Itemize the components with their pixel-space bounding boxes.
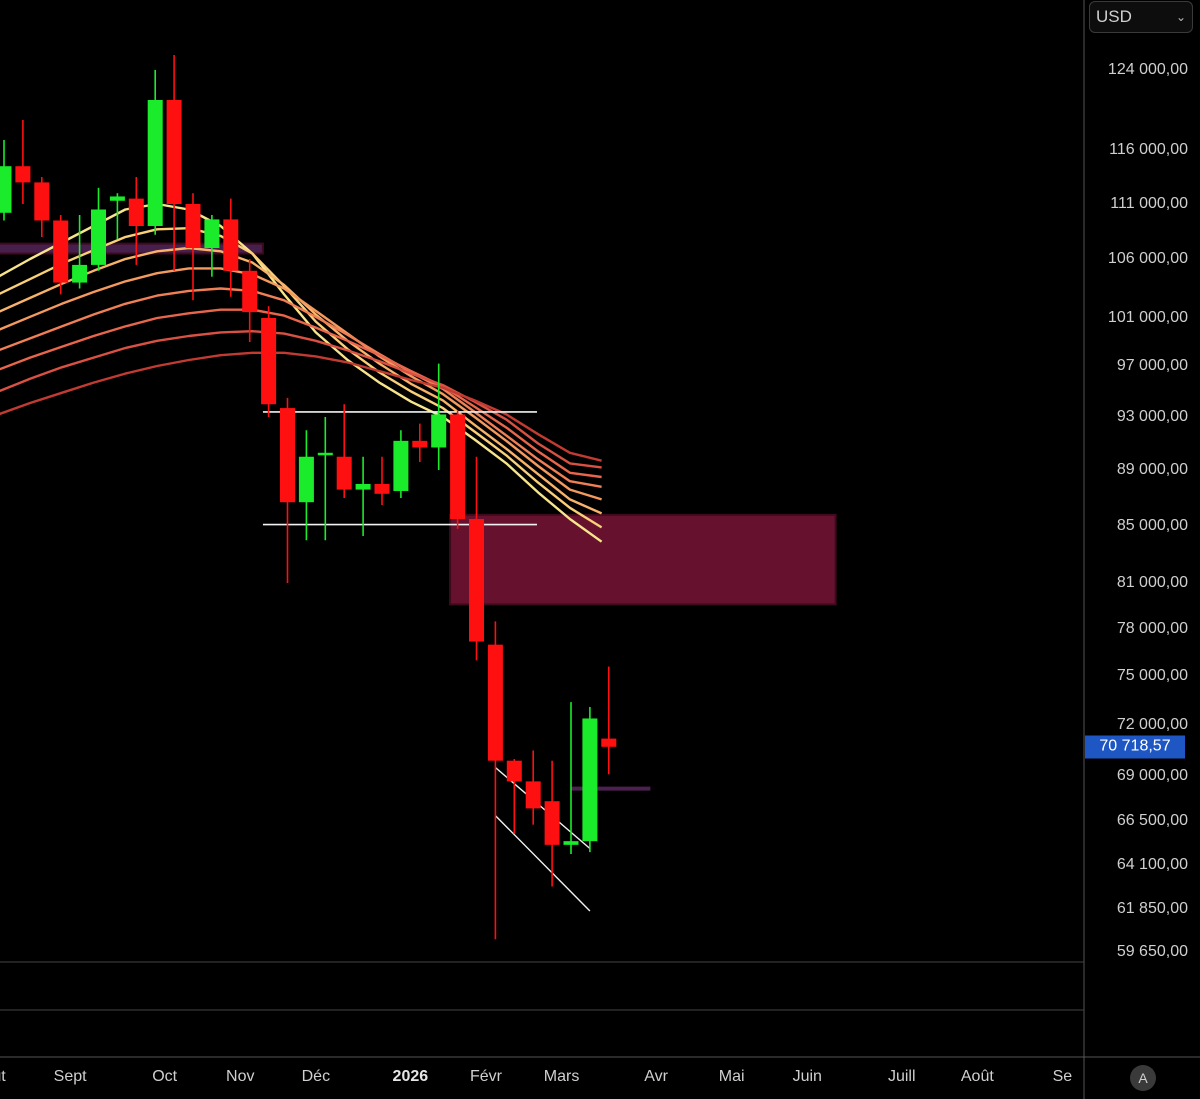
ribbon-line <box>0 267 602 501</box>
currency-value: USD <box>1096 7 1132 26</box>
time-tick-label: Sept <box>53 1068 87 1085</box>
candle-body <box>374 484 390 494</box>
price-tick-label: 64 100,00 <box>1116 856 1188 873</box>
zones-layer <box>0 242 837 606</box>
candle-body <box>393 440 409 491</box>
candle-body <box>412 440 428 448</box>
candle-body <box>317 452 333 456</box>
candle-body <box>298 456 314 503</box>
price-tick-label: 81 000,00 <box>1116 574 1188 591</box>
price-tick-label: 75 000,00 <box>1116 667 1188 684</box>
candle-body <box>166 100 182 204</box>
last-price-badge: 70 718,57 <box>1085 735 1185 759</box>
candle-body <box>204 219 220 248</box>
auto-scale-button[interactable]: A <box>1130 1065 1156 1091</box>
candle-body <box>450 414 466 519</box>
price-tick-label: 106 000,00 <box>1107 250 1188 267</box>
candle-body <box>34 182 50 221</box>
candle-body <box>469 519 484 642</box>
candle-body <box>355 484 371 490</box>
candle-body <box>15 166 31 183</box>
price-tick-label: 93 000,00 <box>1116 408 1188 425</box>
ribbon-line <box>0 308 602 479</box>
candle-body <box>147 100 163 226</box>
price-tick-label: 85 000,00 <box>1116 517 1188 534</box>
candle-body <box>53 220 69 283</box>
ribbon-line <box>0 287 602 488</box>
time-tick-label: Mars <box>543 1068 580 1085</box>
time-tick-label: Déc <box>301 1068 331 1085</box>
price-tick-label: 101 000,00 <box>1107 309 1188 326</box>
price-tick-label: 69 000,00 <box>1116 767 1188 784</box>
ribbon-line <box>0 330 602 469</box>
candle-body <box>563 841 579 845</box>
candle-body <box>601 738 617 747</box>
price-tick-label: 78 000,00 <box>1116 620 1188 637</box>
time-tick-label: Se <box>1052 1068 1073 1085</box>
time-tick-label: Avr <box>644 1068 668 1085</box>
time-tick-label: Mai <box>718 1068 745 1085</box>
candle-body <box>336 456 352 490</box>
candle-body <box>431 414 447 448</box>
price-tick-label: 72 000,00 <box>1116 716 1188 733</box>
time-tick-label: Nov <box>226 1068 255 1085</box>
candles-layer <box>0 55 617 940</box>
candle-body <box>91 209 106 265</box>
candle-body <box>185 204 201 248</box>
chevron-down-icon: ⌄ <box>1175 10 1186 24</box>
candle-body <box>506 760 522 782</box>
candle-body <box>261 318 277 405</box>
price-tick-label: 111 000,00 <box>1110 195 1188 212</box>
candle-body <box>109 196 125 201</box>
price-tick-label: 59 650,00 <box>1116 943 1188 960</box>
time-tick-label: Juill <box>887 1068 916 1085</box>
price-tick-label: 66 500,00 <box>1116 812 1188 829</box>
candle-body <box>525 781 541 809</box>
price-tick-label: 61 850,00 <box>1116 900 1188 917</box>
time-tick-label: Févr <box>469 1068 502 1085</box>
channel-line <box>494 815 591 912</box>
time-tick-label: Juin <box>792 1068 822 1085</box>
candle-body <box>128 198 144 226</box>
candle-body <box>280 408 295 503</box>
candle-body <box>582 718 598 842</box>
supply-zone <box>449 513 837 606</box>
price-tick-label: 89 000,00 <box>1116 461 1188 478</box>
candle-body <box>72 264 88 283</box>
price-tick-label: 124 000,00 <box>1107 61 1188 78</box>
currency-selector[interactable]: USD ⌄ <box>1089 1 1193 33</box>
candle-body <box>544 801 560 845</box>
time-tick-label: oût <box>0 1068 6 1085</box>
candle-body <box>242 270 258 313</box>
old-zone <box>0 242 264 255</box>
time-tick-label: 2026 <box>392 1068 429 1085</box>
time-tick-label: Août <box>960 1068 994 1085</box>
price-tick-label: 116 000,00 <box>1109 141 1188 158</box>
candle-body <box>487 644 503 761</box>
price-tick-label: 97 000,00 <box>1116 357 1188 374</box>
candle-body <box>0 166 12 213</box>
time-tick-label: Oct <box>152 1068 178 1085</box>
candle-body <box>223 219 239 271</box>
